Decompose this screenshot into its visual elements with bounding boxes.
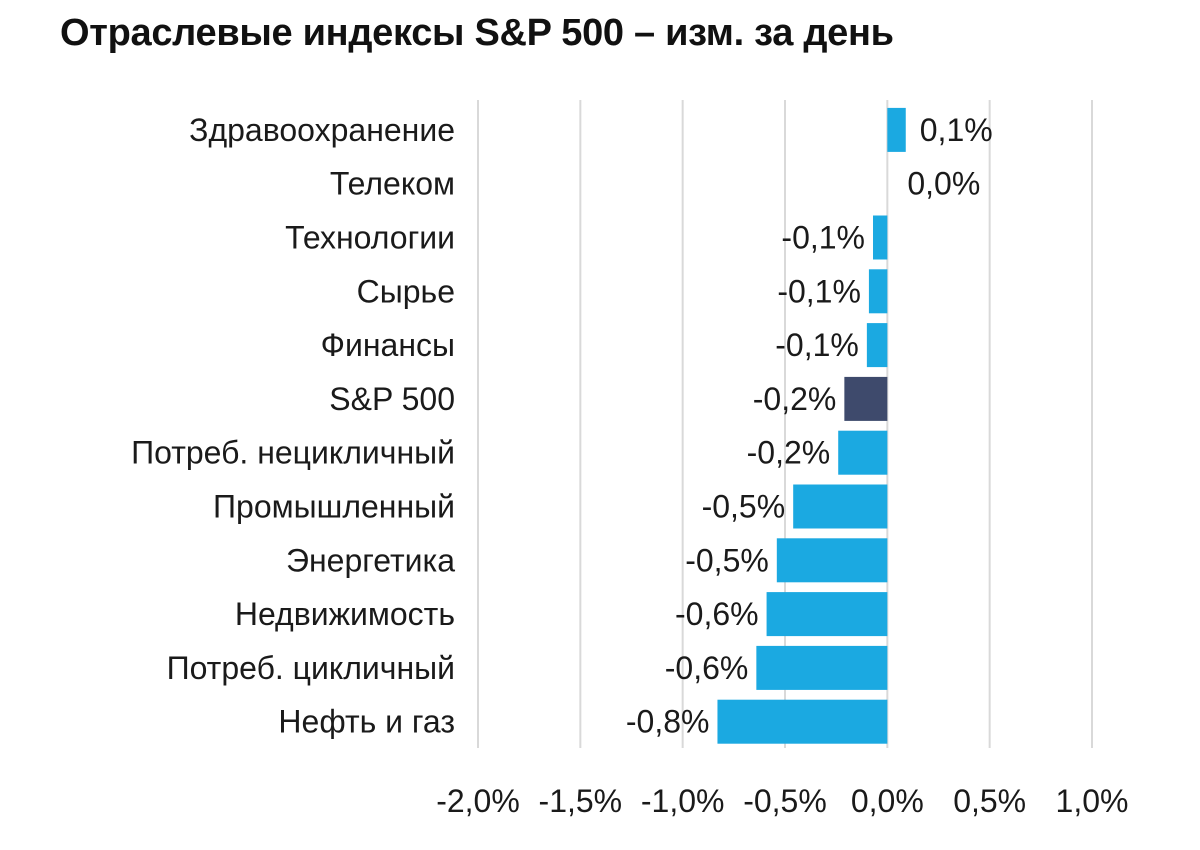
data-label: -0,2% — [747, 435, 831, 471]
category-labels: Здравоохранение Телеком Технологии Сырье Фин… — [131, 112, 455, 740]
category-label: Финансы — [321, 327, 455, 363]
data-label: -0,6% — [665, 650, 749, 686]
bar — [844, 376, 888, 421]
bar — [868, 269, 888, 314]
chart-title: Отраслевые индексы S&P 500 – изм. за ден… — [60, 12, 894, 54]
value-labels: 0,1% 0,0% -0,1% -0,1% -0,1% -0,2% -0,2% -0,5% -0… — [626, 112, 993, 740]
bar — [887, 107, 906, 152]
x-tick-label: 0,0% — [851, 783, 924, 819]
x-tick-label: 1,0% — [1056, 783, 1129, 819]
data-label: -0,5% — [702, 489, 786, 525]
bar — [866, 323, 888, 368]
category-label: Технологии — [285, 220, 455, 256]
bar — [838, 430, 888, 475]
x-tick-label: -0,5% — [743, 783, 827, 819]
data-label: 0,1% — [920, 112, 993, 148]
category-label: Потреб. нецикличный — [131, 435, 455, 471]
x-axis-ticks: -2,0% -1,5% -1,0% -0,5% 0,0% 0,5% 1,0% — [436, 783, 1128, 819]
x-tick-label: -2,0% — [436, 783, 520, 819]
category-label: Потреб. цикличный — [167, 650, 455, 686]
bar — [873, 215, 888, 260]
bar — [756, 645, 888, 690]
bar — [766, 592, 888, 637]
data-label: -0,1% — [775, 327, 859, 363]
data-label: 0,0% — [907, 166, 980, 202]
data-label: -0,6% — [675, 596, 759, 632]
x-tick-label: -1,5% — [539, 783, 623, 819]
bar — [776, 538, 888, 583]
category-label: Здравоохранение — [189, 112, 455, 148]
x-tick-label: 0,5% — [953, 783, 1026, 819]
data-label: -0,1% — [781, 220, 865, 256]
data-label: -0,1% — [777, 273, 861, 309]
bar — [717, 699, 888, 744]
data-label: -0,2% — [753, 381, 837, 417]
grid-lines — [477, 100, 1093, 748]
bars — [717, 107, 906, 744]
bar — [793, 484, 888, 529]
category-label: S&P 500 — [329, 381, 455, 417]
category-label: Промышленный — [213, 489, 455, 525]
data-label: -0,5% — [685, 542, 769, 578]
category-label: Нефть и газ — [278, 704, 455, 740]
category-label: Телеком — [330, 166, 455, 202]
x-tick-label: -1,0% — [641, 783, 725, 819]
category-label: Сырье — [357, 273, 455, 309]
category-label: Недвижимость — [235, 596, 455, 632]
category-label: Энергетика — [286, 542, 455, 578]
data-label: -0,8% — [626, 704, 710, 740]
